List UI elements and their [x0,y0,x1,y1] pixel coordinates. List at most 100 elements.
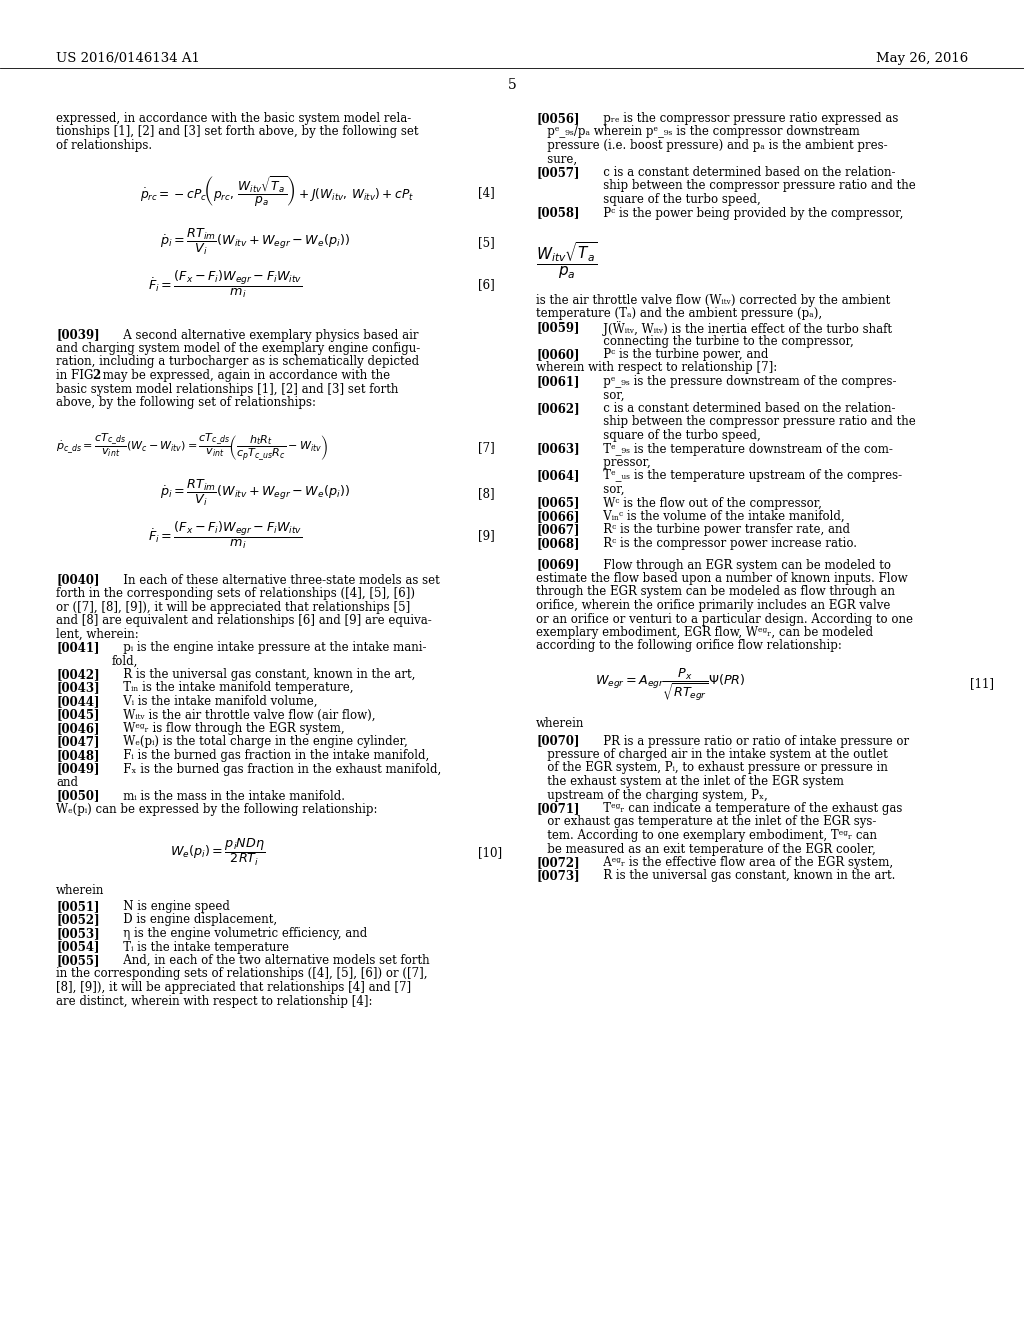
Text: of relationships.: of relationships. [56,139,153,152]
Text: [9]: [9] [478,529,495,543]
Text: sure,: sure, [536,153,578,165]
Text: Tᵉ_₉ₛ is the temperature downstream of the com-: Tᵉ_₉ₛ is the temperature downstream of t… [592,442,893,455]
Text: sor,: sor, [592,483,625,496]
Text: [0073]: [0073] [536,870,580,883]
Text: 5: 5 [508,78,516,92]
Text: $\dot{p}_{c\_ds} = \dfrac{cT_{c\_ds}}{v_{int}}(W_c - W_{itv}) = \dfrac{cT_{c\_ds: $\dot{p}_{c\_ds} = \dfrac{cT_{c\_ds}}{v_… [56,432,328,462]
Text: upstream of the charging system, Pₓ,: upstream of the charging system, Pₓ, [536,788,768,801]
Text: [0055]: [0055] [56,954,99,968]
Text: pᵉ_₉ₛ is the pressure downstream of the compres-: pᵉ_₉ₛ is the pressure downstream of the … [592,375,896,388]
Text: [0070]: [0070] [536,734,580,747]
Text: In each of these alternative three-state models as set: In each of these alternative three-state… [112,573,439,586]
Text: pressure (i.e. boost pressure) and pₐ is the ambient pres-: pressure (i.e. boost pressure) and pₐ is… [536,139,888,152]
Text: A second alternative exemplary physics based air: A second alternative exemplary physics b… [112,329,419,342]
Text: or exhaust gas temperature at the inlet of the EGR sys-: or exhaust gas temperature at the inlet … [536,816,877,829]
Text: [0071]: [0071] [536,803,580,814]
Text: estimate the flow based upon a number of known inputs. Flow: estimate the flow based upon a number of… [536,572,907,585]
Text: and: and [56,776,78,789]
Text: [0046]: [0046] [56,722,99,735]
Text: Wᵉᵍᵣ is flow through the EGR system,: Wᵉᵍᵣ is flow through the EGR system, [112,722,345,735]
Text: [11]: [11] [970,677,994,690]
Text: [4]: [4] [478,186,495,199]
Text: in FIG.: in FIG. [56,370,100,381]
Text: [0063]: [0063] [536,442,580,455]
Text: Tᵉᵍᵣ can indicate a temperature of the exhaust gas: Tᵉᵍᵣ can indicate a temperature of the e… [592,803,902,814]
Text: pᵣₑ is the compressor pressure ratio expressed as: pᵣₑ is the compressor pressure ratio exp… [592,112,898,125]
Text: [0042]: [0042] [56,668,99,681]
Text: [0053]: [0053] [56,927,99,940]
Text: [0049]: [0049] [56,763,99,776]
Text: pᵢ is the engine intake pressure at the intake mani-: pᵢ is the engine intake pressure at the … [112,642,427,653]
Text: [0069]: [0069] [536,558,580,572]
Text: [0058]: [0058] [536,206,580,219]
Text: pᵉ_₉ₛ/pₐ wherein pᵉ_₉ₛ is the compressor downstream: pᵉ_₉ₛ/pₐ wherein pᵉ_₉ₛ is the compressor… [536,125,860,139]
Text: expressed, in accordance with the basic system model rela-: expressed, in accordance with the basic … [56,112,412,125]
Text: ration, including a turbocharger as is schematically depicted: ration, including a turbocharger as is s… [56,355,419,368]
Text: is the air throttle valve flow (Wᵢₜᵥ) corrected by the ambient: is the air throttle valve flow (Wᵢₜᵥ) co… [536,294,890,308]
Text: [0067]: [0067] [536,524,580,536]
Text: PR is a pressure ratio or ratio of intake pressure or: PR is a pressure ratio or ratio of intak… [592,734,909,747]
Text: Tᵢ is the intake temperature: Tᵢ is the intake temperature [112,940,289,953]
Text: $\dot{p}_i = \dfrac{RT_{im}}{V_i}(W_{itv} + W_{egr} - W_e(p_i))$: $\dot{p}_i = \dfrac{RT_{im}}{V_i}(W_{itv… [160,478,350,508]
Text: Tᵉ_ᵤₛ is the temperature upstream of the compres-: Tᵉ_ᵤₛ is the temperature upstream of the… [592,470,902,483]
Text: Fᵢ is the burned gas fraction in the intake manifold,: Fᵢ is the burned gas fraction in the int… [112,748,429,762]
Text: Rᶜ is the turbine power transfer rate, and: Rᶜ is the turbine power transfer rate, a… [592,524,850,536]
Text: the exhaust system at the inlet of the EGR system: the exhaust system at the inlet of the E… [536,775,844,788]
Text: [0072]: [0072] [536,855,580,869]
Text: [0048]: [0048] [56,748,99,762]
Text: And, in each of the two alternative models set forth: And, in each of the two alternative mode… [112,954,430,968]
Text: [0050]: [0050] [56,789,99,803]
Text: $W_{egr} = A_{egr}\dfrac{P_x}{\sqrt{RT_{egr}}}\Psi(PR)$: $W_{egr} = A_{egr}\dfrac{P_x}{\sqrt{RT_{… [595,667,745,704]
Text: above, by the following set of relationships:: above, by the following set of relations… [56,396,316,409]
Text: lent, wherein:: lent, wherein: [56,627,138,640]
Text: Fₓ is the burned gas fraction in the exhaust manifold,: Fₓ is the burned gas fraction in the exh… [112,763,441,776]
Text: N is engine speed: N is engine speed [112,900,229,913]
Text: $\dot{F}_i = \dfrac{(F_x - F_i)W_{egr} - F_i W_{itv}}{m_i}$: $\dot{F}_i = \dfrac{(F_x - F_i)W_{egr} -… [148,268,302,300]
Text: [0065]: [0065] [536,496,580,510]
Text: [0043]: [0043] [56,681,99,694]
Text: tionships [1], [2] and [3] set forth above, by the following set: tionships [1], [2] and [3] set forth abo… [56,125,419,139]
Text: ship between the compressor pressure ratio and the: ship between the compressor pressure rat… [592,416,915,429]
Text: [0061]: [0061] [536,375,580,388]
Text: tem. According to one exemplary embodiment, Tᵉᵍᵣ can: tem. According to one exemplary embodime… [536,829,877,842]
Text: c is a constant determined based on the relation-: c is a constant determined based on the … [592,403,896,414]
Text: R is the universal gas constant, known in the art.: R is the universal gas constant, known i… [592,870,895,883]
Text: ship between the compressor pressure ratio and the: ship between the compressor pressure rat… [592,180,915,193]
Text: connecting the turbine to the compressor,: connecting the turbine to the compressor… [592,334,854,347]
Text: R is the universal gas constant, known in the art,: R is the universal gas constant, known i… [112,668,416,681]
Text: η is the engine volumetric efficiency, and: η is the engine volumetric efficiency, a… [112,927,368,940]
Text: temperature (Tₐ) and the ambient pressure (pₐ),: temperature (Tₐ) and the ambient pressur… [536,308,822,321]
Text: be measured as an exit temperature of the EGR cooler,: be measured as an exit temperature of th… [536,842,876,855]
Text: Tᵢₙ is the intake manifold temperature,: Tᵢₙ is the intake manifold temperature, [112,681,353,694]
Text: fold,: fold, [112,655,138,668]
Text: forth in the corresponding sets of relationships ([4], [5], [6]): forth in the corresponding sets of relat… [56,587,415,601]
Text: [0066]: [0066] [536,510,580,523]
Text: [0056]: [0056] [536,112,580,125]
Text: 2: 2 [92,370,100,381]
Text: [10]: [10] [478,846,502,859]
Text: May 26, 2016: May 26, 2016 [876,51,968,65]
Text: sor,: sor, [592,388,625,401]
Text: c is a constant determined based on the relation-: c is a constant determined based on the … [592,166,896,180]
Text: [0057]: [0057] [536,166,580,180]
Text: Wₑ(pᵢ) can be expressed by the following relationship:: Wₑ(pᵢ) can be expressed by the following… [56,803,378,816]
Text: Pᶜ is the turbine power, and: Pᶜ is the turbine power, and [592,348,768,360]
Text: [6]: [6] [478,279,495,292]
Text: Wᶜ is the flow out of the compressor,: Wᶜ is the flow out of the compressor, [592,496,822,510]
Text: [7]: [7] [478,441,495,454]
Text: according to the following orifice flow relationship:: according to the following orifice flow … [536,639,842,652]
Text: may be expressed, again in accordance with the: may be expressed, again in accordance wi… [99,370,390,381]
Text: Flow through an EGR system can be modeled to: Flow through an EGR system can be modele… [592,558,891,572]
Text: [8], [9]), it will be appreciated that relationships [4] and [7]: [8], [9]), it will be appreciated that r… [56,981,411,994]
Text: pressor,: pressor, [592,455,650,469]
Text: wherein with respect to relationship [7]:: wherein with respect to relationship [7]… [536,362,777,375]
Text: [0060]: [0060] [536,348,580,360]
Text: $W_e(p_i) = \dfrac{p_i ND\eta}{2RT_i}$: $W_e(p_i) = \dfrac{p_i ND\eta}{2RT_i}$ [170,837,265,867]
Text: and charging system model of the exemplary engine configu-: and charging system model of the exempla… [56,342,420,355]
Text: $\dfrac{W_{itv}\sqrt{T_a}}{p_a}$: $\dfrac{W_{itv}\sqrt{T_a}}{p_a}$ [536,240,598,281]
Text: square of the turbo speed,: square of the turbo speed, [592,193,761,206]
Text: Wᵢₜᵥ is the air throttle valve flow (air flow),: Wᵢₜᵥ is the air throttle valve flow (air… [112,709,376,722]
Text: basic system model relationships [1], [2] and [3] set forth: basic system model relationships [1], [2… [56,383,398,396]
Text: and [8] are equivalent and relationships [6] and [9] are equiva-: and [8] are equivalent and relationships… [56,614,432,627]
Text: orifice, wherein the orifice primarily includes an EGR valve: orifice, wherein the orifice primarily i… [536,599,891,612]
